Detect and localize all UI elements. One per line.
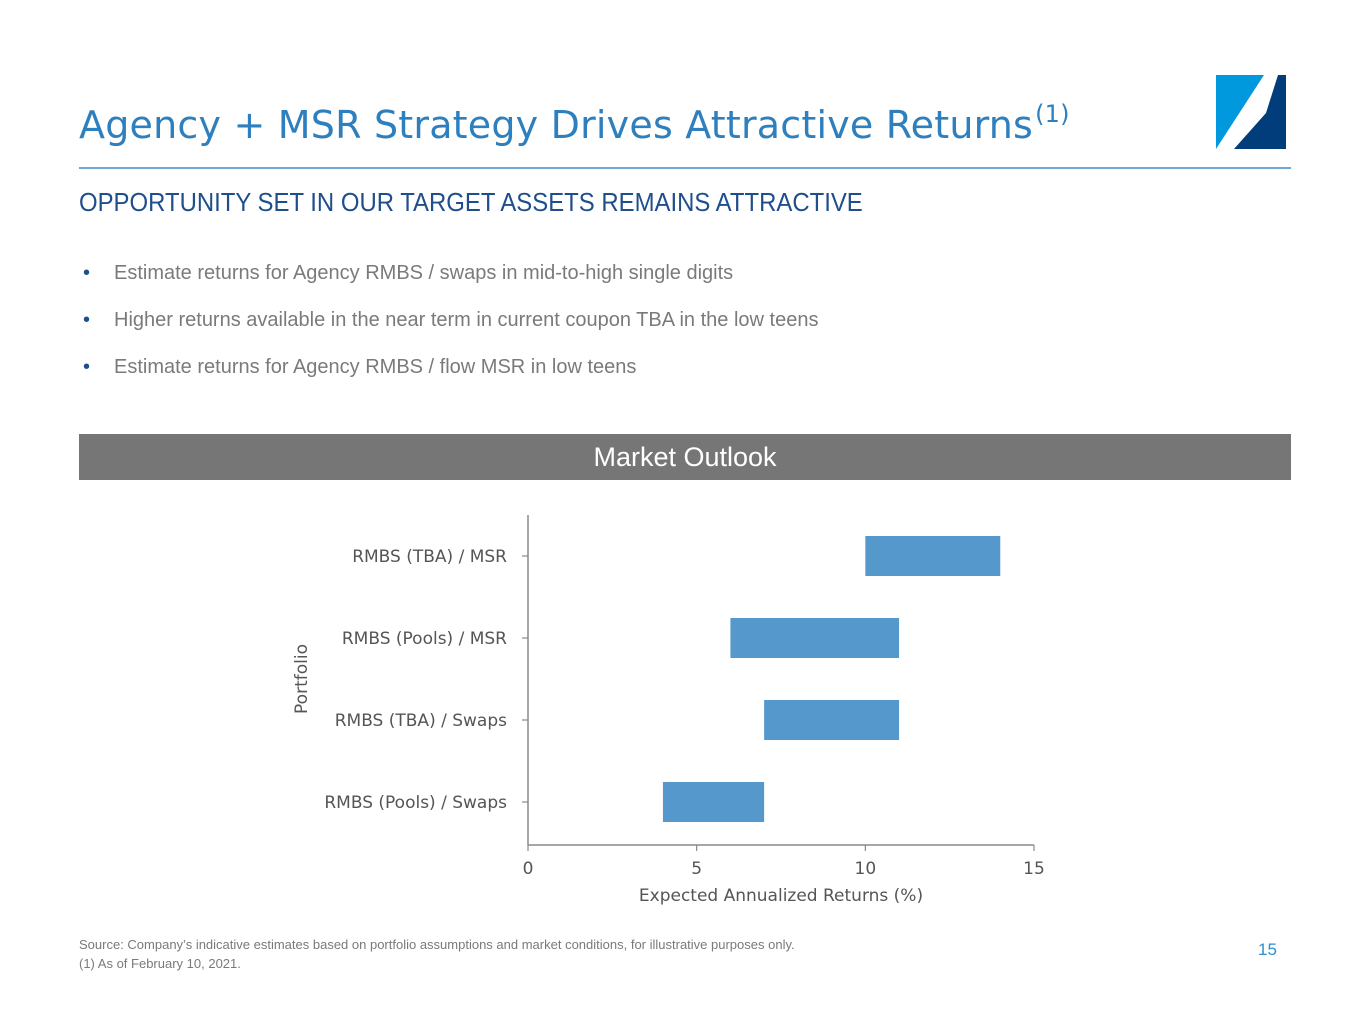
y-tick-label: RMBS (TBA) / Swaps — [335, 711, 507, 731]
y-tick-label: RMBS (Pools) / MSR — [342, 629, 507, 649]
y-tick-label: RMBS (Pools) / Swaps — [324, 793, 507, 813]
range-bar — [764, 700, 900, 740]
title-text: Agency + MSR Strategy Drives Attractive … — [79, 103, 1034, 147]
page-title: Agency + MSR Strategy Drives Attractive … — [79, 100, 1070, 147]
y-tick-label: RMBS (TBA) / MSR — [352, 547, 507, 567]
bullet-list: • Estimate returns for Agency RMBS / swap… — [79, 262, 818, 403]
company-logo — [1216, 75, 1286, 149]
bullet-icon: • — [83, 356, 91, 378]
source-note: Source: Company’s indicative estimates b… — [79, 937, 795, 952]
range-bar — [865, 536, 1001, 576]
title-divider — [79, 167, 1291, 169]
bullet-item: • Estimate returns for Agency RMBS / swap… — [79, 262, 818, 309]
bullet-text: Estimate returns for Agency RMBS / swaps… — [114, 262, 734, 284]
range-bar — [662, 782, 765, 822]
market-outlook-banner: Market Outlook — [79, 434, 1291, 480]
x-tick-label: 5 — [691, 859, 702, 879]
banner-label: Market Outlook — [593, 442, 777, 472]
bullet-text: Higher returns available in the near ter… — [114, 309, 819, 331]
x-tick-label: 15 — [1023, 859, 1045, 879]
bullet-text: Estimate returns for Agency RMBS / flow … — [114, 356, 637, 378]
y-axis-title: Portfolio — [292, 644, 312, 714]
title-footnote-marker: (1) — [1035, 100, 1070, 128]
bullet-icon: • — [83, 262, 91, 284]
footnote: (1) As of February 10, 2021. — [79, 956, 241, 971]
bullet-icon: • — [83, 309, 91, 331]
range-bar — [730, 618, 900, 658]
page-number: 15 — [1258, 940, 1277, 959]
bullet-item: • Estimate returns for Agency RMBS / flow… — [79, 356, 818, 403]
x-tick-label: 10 — [855, 859, 877, 879]
x-axis-title: Expected Annualized Returns (%) — [639, 886, 923, 906]
section-subtitle: OPPORTUNITY SET IN OUR TARGET ASSETS REM… — [79, 187, 863, 217]
bullet-item: • Higher returns available in the near te… — [79, 309, 818, 356]
x-tick-label: 0 — [523, 859, 534, 879]
